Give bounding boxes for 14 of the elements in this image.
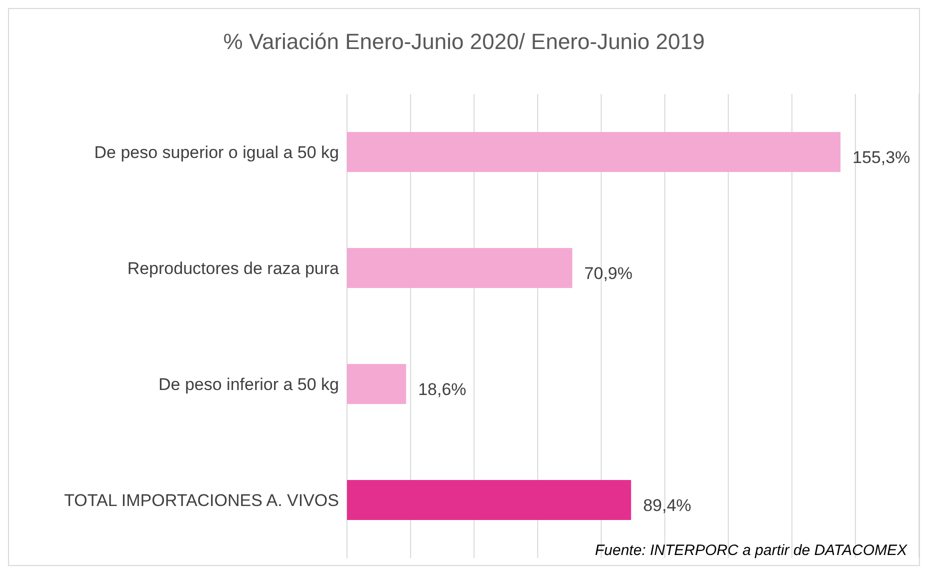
bar (347, 132, 841, 172)
data-label: 155,3% (852, 148, 910, 167)
data-label: 89,4% (643, 496, 692, 515)
bar (347, 364, 406, 404)
bar (347, 248, 572, 288)
bar (347, 480, 632, 520)
chart-title: % Variación Enero-Junio 2020/ Enero-Junio 2019 (222, 29, 706, 55)
annotation: Fuente: INTERPORC a partir de DATACOMEX (594, 542, 907, 559)
data-label: 70,9% (584, 264, 633, 283)
y-tick-label: De peso inferior a 50 kg (158, 375, 339, 394)
y-tick-label: TOTAL IMPORTACIONES A. VIVOS (64, 491, 339, 510)
y-tick-label: De peso superior o igual a 50 kg (94, 143, 339, 162)
y-tick-label: Reproductores de raza pura (127, 259, 340, 278)
data-label: 18,6% (418, 380, 466, 399)
